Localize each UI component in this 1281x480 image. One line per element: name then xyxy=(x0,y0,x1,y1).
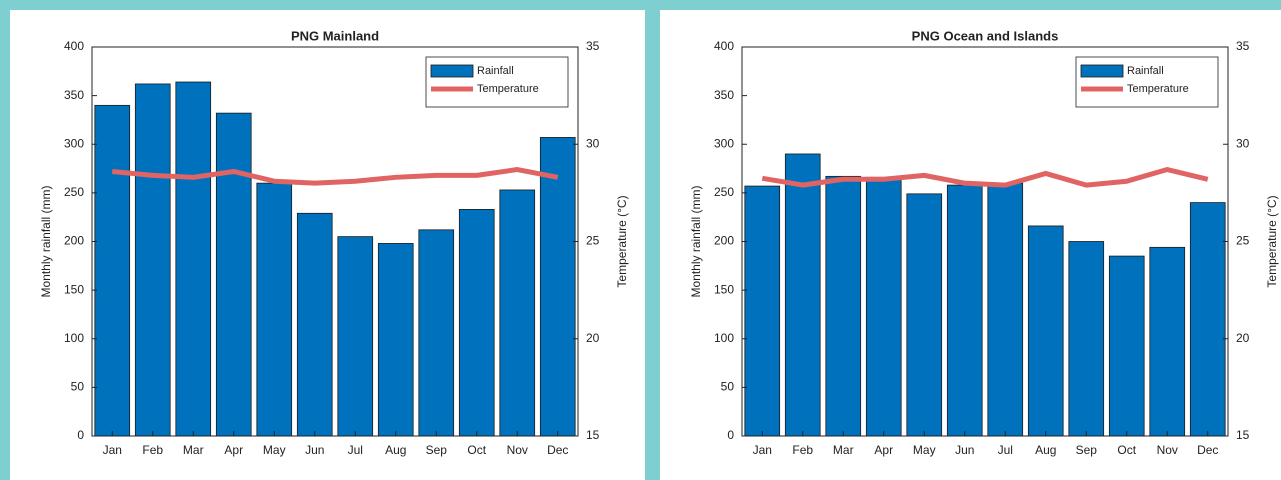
y-tick-label: 350 xyxy=(714,88,734,102)
x-tick-label: Nov xyxy=(1157,443,1178,457)
x-tick-label: Dec xyxy=(547,443,568,457)
chart-title: PNG Ocean and Islands xyxy=(912,28,1059,43)
chart-title: PNG Mainland xyxy=(291,28,379,43)
bar xyxy=(337,236,374,437)
bar xyxy=(784,153,821,437)
bar xyxy=(296,212,333,437)
temperature-line xyxy=(112,167,559,186)
y-tick-label: 150 xyxy=(64,282,84,296)
x-tick-label: Feb xyxy=(792,443,813,457)
x-tick-label: Sep xyxy=(426,443,448,457)
temperature-line xyxy=(761,167,1209,188)
y-axis-label: Monthly rainfall (mm) xyxy=(689,185,703,297)
y-tick-label: 0 xyxy=(77,428,84,442)
bar xyxy=(825,175,862,437)
y-axis-label: Monthly rainfall (mm) xyxy=(39,185,53,297)
bar xyxy=(377,243,414,437)
y-tick-label: 50 xyxy=(721,380,735,394)
y2-tick-label: 15 xyxy=(586,428,600,442)
x-tick-label: Jun xyxy=(955,443,974,457)
y-tick-label: 300 xyxy=(714,136,734,150)
bar xyxy=(1068,241,1105,437)
y2-tick-label: 20 xyxy=(1236,331,1250,345)
y2-tick-label: 25 xyxy=(586,234,600,248)
bar xyxy=(906,193,943,437)
y-tick-label: 250 xyxy=(714,185,734,199)
x-tick-label: Mar xyxy=(833,443,854,457)
bar xyxy=(256,182,293,437)
y2-tick-label: 35 xyxy=(586,39,600,53)
x-tick-label: May xyxy=(913,443,936,457)
x-tick-label: Sep xyxy=(1076,443,1098,457)
bar xyxy=(1189,202,1226,437)
x-tick-label: Aug xyxy=(385,443,406,457)
y2-axis-label: Temperature (°C) xyxy=(1265,195,1279,287)
bar xyxy=(1108,255,1145,437)
bar xyxy=(215,112,252,437)
bar xyxy=(499,189,536,437)
y-tick-label: 200 xyxy=(64,234,84,248)
x-tick-label: Oct xyxy=(467,443,486,457)
x-tick-label: Nov xyxy=(507,443,528,457)
x-tick-label: Jul xyxy=(998,443,1013,457)
legend-swatch xyxy=(430,64,474,78)
x-tick-label: Oct xyxy=(1117,443,1136,457)
x-tick-label: Apr xyxy=(224,443,243,457)
y2-axis-label: Temperature (°C) xyxy=(615,195,629,287)
x-tick-label: Mar xyxy=(183,443,204,457)
bar xyxy=(1149,246,1186,437)
y-tick-label: 150 xyxy=(714,282,734,296)
y-tick-label: 0 xyxy=(727,428,734,442)
y2-tick-label: 35 xyxy=(1236,39,1250,53)
bar xyxy=(539,137,576,437)
y-tick-label: 350 xyxy=(64,88,84,102)
legend-swatch xyxy=(1080,64,1124,78)
y-tick-label: 50 xyxy=(71,380,85,394)
bar xyxy=(175,81,212,437)
x-tick-label: Apr xyxy=(874,443,893,457)
y-tick-label: 400 xyxy=(714,39,734,53)
legend-label: Rainfall xyxy=(1127,65,1164,77)
x-tick-label: Jan xyxy=(103,443,122,457)
y-tick-label: 200 xyxy=(714,234,734,248)
y2-tick-label: 25 xyxy=(1236,234,1250,248)
y2-tick-label: 30 xyxy=(586,136,600,150)
legend-label: Rainfall xyxy=(477,65,514,77)
x-tick-label: Jul xyxy=(348,443,363,457)
bar xyxy=(134,83,171,437)
y-tick-label: 100 xyxy=(64,331,84,345)
y-tick-label: 250 xyxy=(64,185,84,199)
y-tick-label: 400 xyxy=(64,39,84,53)
x-tick-label: Jan xyxy=(753,443,772,457)
bar xyxy=(987,182,1024,437)
x-tick-label: May xyxy=(263,443,286,457)
x-tick-label: Aug xyxy=(1035,443,1056,457)
bar xyxy=(418,229,455,437)
x-tick-label: Jun xyxy=(305,443,324,457)
legend-label: Temperature xyxy=(477,83,539,95)
bar xyxy=(458,209,495,437)
y-tick-label: 100 xyxy=(714,331,734,345)
legend-label: Temperature xyxy=(1127,83,1189,95)
bar xyxy=(865,176,902,437)
y2-tick-label: 30 xyxy=(1236,136,1250,150)
bar xyxy=(744,185,781,437)
y-tick-label: 300 xyxy=(64,136,84,150)
y2-tick-label: 15 xyxy=(1236,428,1250,442)
bar xyxy=(946,184,983,437)
bar xyxy=(94,104,131,437)
y2-tick-label: 20 xyxy=(586,331,600,345)
bar xyxy=(1027,225,1064,437)
x-tick-label: Feb xyxy=(142,443,163,457)
x-tick-label: Dec xyxy=(1197,443,1218,457)
